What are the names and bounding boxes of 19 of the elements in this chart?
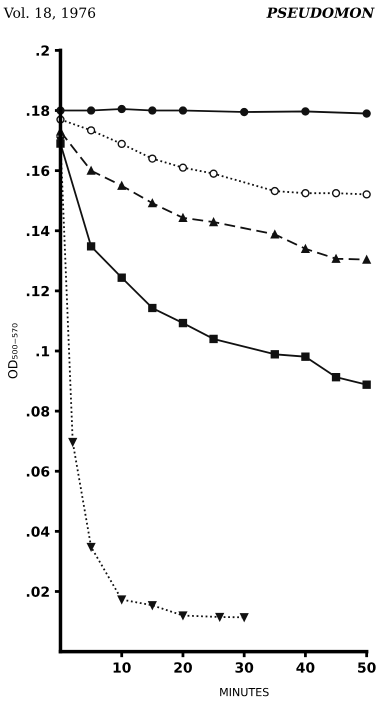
x-tick-label: 20: [174, 662, 192, 673]
x-tick-label: 10: [114, 662, 131, 673]
text: PSEUDOMON: [266, 7, 375, 18]
x-tick-label: 50: [358, 662, 376, 673]
y-tick-label: .1: [36, 346, 50, 356]
y-tick-label: .06: [26, 466, 50, 477]
y-tick-label: .08: [26, 406, 50, 417]
y-tick-label: .12: [26, 286, 49, 296]
y-tick-label: .04: [26, 526, 50, 537]
x-tick-label: 30: [235, 662, 254, 673]
y-tick-label: .18: [26, 105, 50, 116]
x-axis-title: MINUTES: [220, 688, 269, 696]
x-tick-label: 40: [296, 662, 314, 673]
y-tick-label: .14: [26, 226, 50, 236]
y-axis-title: OD₅₀₀₋₅₇₀: [8, 323, 18, 378]
y-tick-label: .16: [26, 166, 50, 176]
y-tick-label: .2: [36, 45, 49, 56]
y-tick-label: .02: [26, 586, 49, 597]
text: Vol. 18, 1976: [4, 7, 96, 20]
